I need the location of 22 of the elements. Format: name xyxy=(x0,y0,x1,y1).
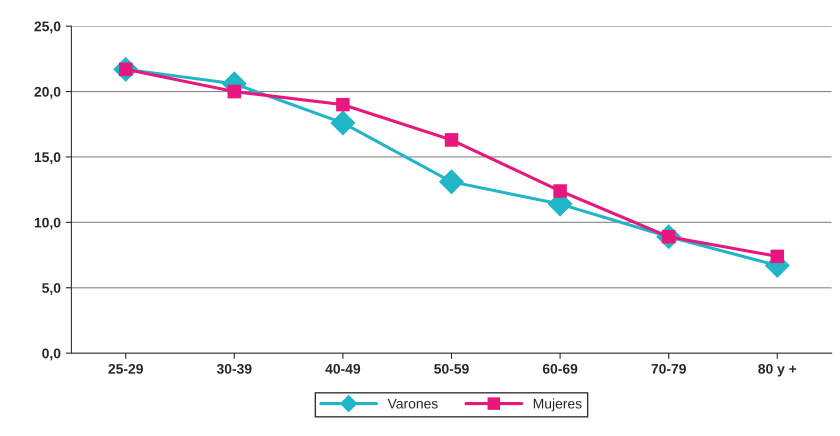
point xyxy=(553,184,567,198)
y-tick-label: 10,0 xyxy=(34,218,60,230)
x-tick-label: 30-39 xyxy=(216,364,252,374)
y-tick-label: 25,0 xyxy=(34,21,60,34)
x-tick-label: 50-59 xyxy=(434,364,469,374)
legend-label: Varones xyxy=(388,398,438,409)
point xyxy=(770,250,784,264)
x-tick-label: 40-49 xyxy=(325,364,360,374)
y-tick-label: 15,0 xyxy=(34,152,60,164)
point xyxy=(228,84,242,98)
point xyxy=(336,98,350,112)
x-tick-label: 70-79 xyxy=(652,364,686,374)
x-tick-label: 60-69 xyxy=(542,364,578,374)
point xyxy=(330,110,356,136)
x-tick-label: 80 y + xyxy=(758,364,796,377)
point xyxy=(444,133,458,147)
point xyxy=(439,170,464,194)
y-tick-label: 0,0 xyxy=(42,348,60,360)
y-tick-label: 5,0 xyxy=(42,283,60,295)
y-tick-label: 20,0 xyxy=(34,86,60,99)
legend-label: Mujeres xyxy=(534,398,582,412)
x-tick-label: 25-29 xyxy=(108,364,143,374)
